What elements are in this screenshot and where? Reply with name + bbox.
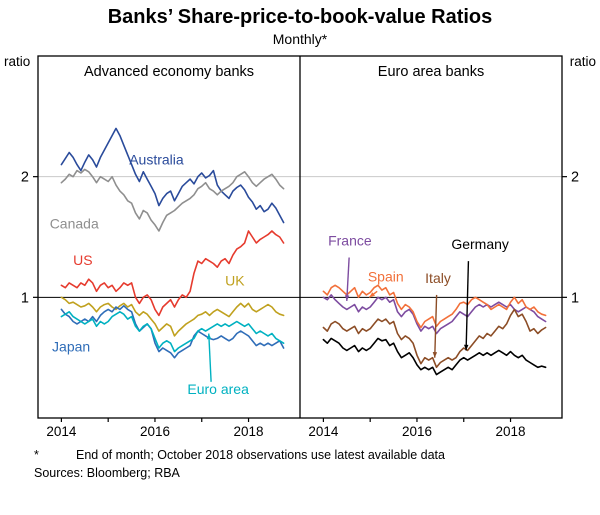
footnotes: * End of month; October 2018 observations… xyxy=(34,446,600,482)
chart: 1 1 2 2 ratio ratio 2014 2016 2018 2014 2016 2018 Ad… xyxy=(4,54,596,439)
y-tick-label-right: 1 xyxy=(571,290,579,306)
annotation-arrowhead-france xyxy=(344,295,350,301)
series-line-uk xyxy=(60,296,285,337)
x-tick-label: 2016 xyxy=(402,424,432,439)
annotation-arrowhead-spain xyxy=(369,292,375,298)
annotation-arrow-italy xyxy=(434,294,438,358)
series-label-japan: Japan xyxy=(52,339,90,355)
footnote-text: End of month; October 2018 observations … xyxy=(76,448,445,462)
x-tick-label: 2018 xyxy=(234,424,264,439)
annotation-arrowhead-euro-area xyxy=(206,333,212,340)
x-tick-label: 2014 xyxy=(46,424,77,439)
footnote-line: * End of month; October 2018 observations… xyxy=(34,446,600,464)
annotation-arrowhead-italy xyxy=(432,352,438,358)
series-line-us xyxy=(60,230,285,317)
series-line-euro-area xyxy=(60,310,285,353)
series-label-germany: Germany xyxy=(451,236,509,252)
series-label-italy: Italy xyxy=(425,270,451,286)
annotation-arrowhead-germany xyxy=(464,344,469,351)
series-line-spain xyxy=(322,284,547,329)
series-line-canada xyxy=(60,168,285,232)
y-tick-label-left: 2 xyxy=(21,170,29,186)
y-axis-unit-right: ratio xyxy=(570,54,596,69)
figure-subtitle: Monthly* xyxy=(272,31,328,47)
panel-title-left: Advanced economy banks xyxy=(84,64,254,80)
x-tick-label: 2014 xyxy=(308,424,339,439)
series-line-japan xyxy=(60,305,285,359)
annotation-arrow-france xyxy=(346,257,350,301)
sources-text: Sources: Bloomberg; RBA xyxy=(34,466,180,480)
series-line-australia xyxy=(60,127,285,224)
series-label-france: France xyxy=(328,232,372,248)
series-label-uk: UK xyxy=(225,272,245,288)
series-label-us: US xyxy=(73,252,92,268)
footnote-marker: * xyxy=(34,448,39,462)
annotation-arrow-germany xyxy=(465,261,470,351)
figure-title: Banks’ Share-price-to-book-value Ratios xyxy=(107,6,493,28)
x-tick-label: 2018 xyxy=(496,424,526,439)
x-tick-label: 2016 xyxy=(140,424,170,439)
series-label-spain: Spain xyxy=(368,269,404,285)
y-axis-unit-left: ratio xyxy=(4,54,30,69)
y-tick-label-right: 2 xyxy=(571,170,579,186)
series-label-canada: Canada xyxy=(50,216,99,232)
series-line-italy xyxy=(322,308,547,369)
series-label-euro-area: Euro area xyxy=(187,381,249,397)
annotation-arrow-euro-area xyxy=(208,333,212,382)
series-label-australia: Australia xyxy=(129,152,184,168)
y-tick-label-left: 1 xyxy=(21,290,29,306)
series-line-germany xyxy=(322,337,547,376)
sources-line: Sources: Bloomberg; RBA xyxy=(34,464,600,482)
panel-title-right: Euro area banks xyxy=(378,64,484,80)
